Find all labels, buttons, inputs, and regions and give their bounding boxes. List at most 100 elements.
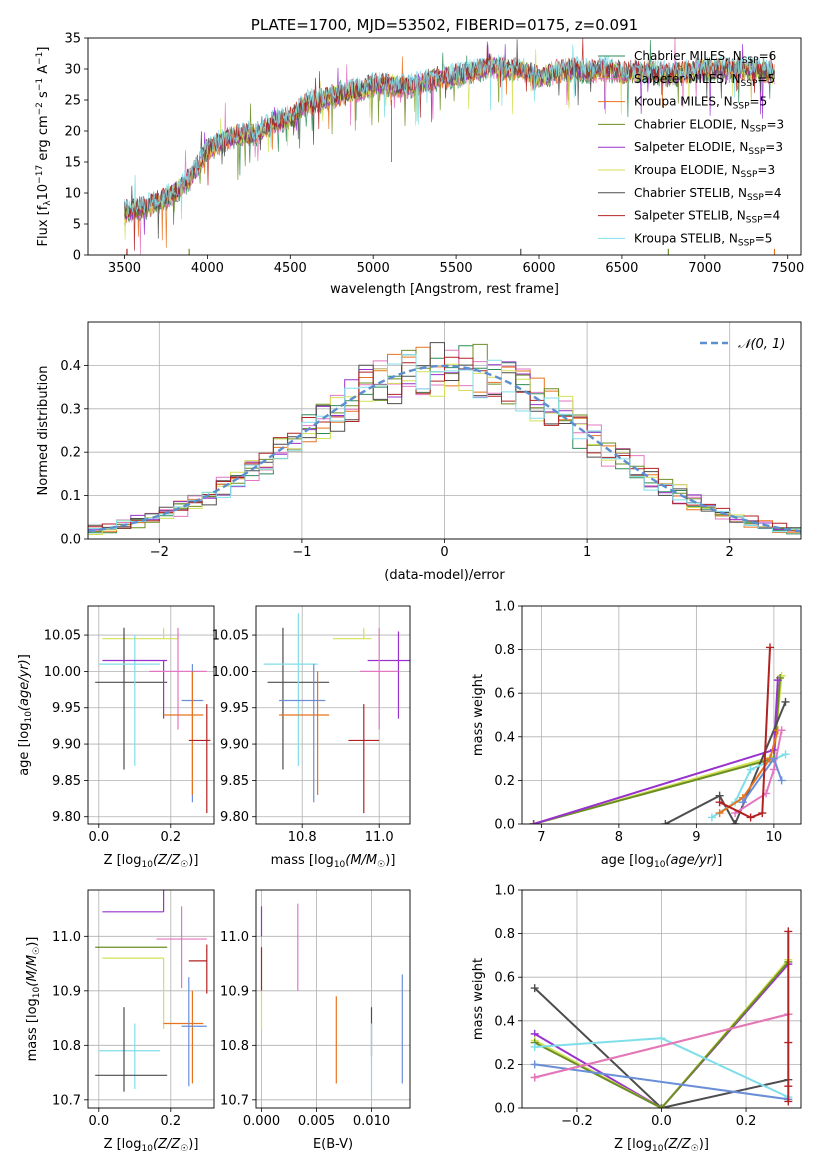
weight-marker	[731, 820, 740, 824]
axes-frame: 0.0 0.2 10.7 10.8 10.9 11.0 Z [log10(Z/Z☉)] mas…	[25, 889, 215, 1154]
plot-area	[95, 890, 208, 1092]
x-tick-label: 2	[726, 545, 734, 560]
plot-area	[263, 613, 410, 814]
weight-marker	[530, 1042, 539, 1051]
y-tick-label: 10.00	[44, 665, 81, 680]
y-tick-label: 9.90	[220, 738, 249, 753]
weight-marker	[746, 813, 755, 822]
axes-frame: 10.8 11.0 9.80 9.85 9.90 9.95 10.00 10.05 mass […	[212, 605, 411, 870]
y-tick-label: 0.2	[494, 1058, 515, 1073]
panel-mass_vs_Z: 0.0 0.2 10.7 10.8 10.9 11.0 Z [log10(Z/Z☉)] mas…	[25, 889, 215, 1154]
y-tick-label: 10.8	[52, 1039, 81, 1054]
y-tick-label: 0.6	[494, 971, 515, 986]
x-tick-label: 4500	[274, 261, 307, 276]
weight-series-line	[534, 961, 790, 1108]
panel-weight_vs_age: 7 8 9 10 0.0 0.2 0.4 0.6 0.8 1.0 mass weight age [l…	[471, 600, 802, 870]
legend-label: Salpeter MILES, NSSP=5	[634, 72, 775, 89]
legend-label: 𝒩(0, 1)	[738, 337, 785, 352]
weight-marker	[657, 1104, 666, 1108]
x-tick-label: 7000	[688, 261, 721, 276]
frame	[255, 605, 411, 825]
y-tick-label: 0	[73, 249, 81, 264]
y-tick-label: 10.7	[220, 1093, 249, 1108]
axes-frame: 0.0 0.2 9.80 9.85 9.90 9.95 10.00 10.05 Z [log10…	[17, 605, 215, 870]
panel-mass_vs_ebv: 0.000 0.005 0.010 10.7 10.8 10.9 11.0 E(B-V)	[220, 889, 411, 1152]
weight-series-line	[534, 1063, 789, 1101]
x-axis-label: (data-model)/error	[384, 568, 505, 583]
x-axis-label: Z [log10(Z/Z☉)]	[614, 1137, 709, 1154]
frame	[87, 605, 215, 825]
y-tick-label: 1.0	[494, 884, 515, 899]
spectrum-series-line	[124, 44, 775, 220]
x-tick-label: 4000	[191, 261, 224, 276]
plot-area	[88, 342, 801, 538]
y-tick-label: 0.4	[494, 730, 515, 745]
panel-age_vs_Z: 0.0 0.2 9.80 9.85 9.90 9.95 10.00 10.05 Z [log10…	[17, 605, 215, 870]
x-tick-label: 6000	[522, 261, 555, 276]
plot-area	[530, 927, 793, 1108]
y-axis-label: age [log10(age/yr)]	[17, 654, 34, 776]
panel-spectrum: 3500 4000 4500 5000 5500 6000 6500 7000 7500 0 5 10…	[35, 16, 804, 297]
x-axis-label: age [log10(age/yr)]	[601, 853, 723, 870]
histogram-series	[88, 354, 801, 536]
y-tick-label: 9.80	[220, 810, 249, 825]
y-tick-label: 30	[64, 63, 81, 78]
weight-marker	[657, 1034, 666, 1043]
y-tick-label: 10.7	[52, 1093, 81, 1108]
y-tick-label: 10.05	[44, 629, 81, 644]
y-tick-label: 10.9	[220, 984, 249, 999]
weight-marker	[766, 643, 774, 652]
weight-series-line	[664, 701, 787, 824]
weight-marker	[758, 809, 767, 818]
y-tick-label: 15	[64, 156, 81, 171]
x-tick-label: −2	[150, 545, 169, 560]
y-tick-label: 11.0	[52, 930, 81, 945]
weight-marker	[530, 984, 539, 993]
y-tick-label: 20	[64, 125, 81, 140]
weight-marker	[784, 1082, 793, 1091]
y-axis-label: mass weight	[471, 674, 486, 756]
y-tick-label: 0.2	[60, 446, 81, 461]
y-tick-label: 11.0	[220, 930, 249, 945]
legend-label: Kroupa ELODIE, NSSP=3	[634, 163, 775, 180]
x-tick-label: 7500	[771, 261, 804, 276]
panel-residuals: −2 −1 0 1 2 0.0 0.1 0.2 0.3 0.4 (data-model)/error…	[36, 321, 802, 583]
x-tick-label: −1	[292, 545, 311, 560]
frame	[87, 37, 802, 256]
x-axis-label: Z [log10(Z/Z☉)]	[104, 1137, 199, 1154]
x-tick-label: 0.0	[651, 1114, 672, 1129]
weight-series-line	[534, 987, 789, 1108]
axes-frame: 3500 4000 4500 5000 5500 6000 6500 7000 7500 0 5 10…	[35, 16, 804, 297]
x-tick-label: 0.0	[88, 1114, 109, 1129]
weight-marker	[530, 1073, 539, 1082]
y-tick-label: 0.4	[60, 359, 81, 374]
y-tick-label: 1.0	[494, 600, 515, 615]
x-tick-label: 0.005	[298, 1114, 335, 1129]
panel-age_vs_mass: 10.8 11.0 9.80 9.85 9.90 9.95 10.00 10.05 mass […	[212, 605, 411, 870]
weight-series-line	[534, 1013, 789, 1079]
x-tick-label: 0.2	[160, 1114, 181, 1129]
x-tick-label: 3500	[108, 261, 141, 276]
legend-label: Salpeter ELODIE, NSSP=3	[634, 140, 783, 157]
x-tick-label: 10	[766, 830, 783, 845]
y-tick-label: 9.95	[52, 701, 81, 716]
weight-series-line	[734, 730, 783, 814]
weight-marker	[661, 820, 670, 824]
y-tick-label: 9.85	[52, 774, 81, 789]
y-tick-label: 9.90	[52, 738, 81, 753]
x-tick-label: 11.0	[365, 830, 394, 845]
y-axis-label: Flux [fλ10−17 erg cm−2 s−1 A−1]	[35, 47, 53, 247]
x-tick-label: 7	[537, 830, 545, 845]
weight-marker	[715, 798, 724, 807]
legend-label: Chabrier ELODIE, NSSP=3	[634, 117, 784, 134]
y-axis-label: mass weight	[471, 958, 486, 1040]
legend-label: Salpeter STELIB, NSSP=4	[634, 209, 780, 226]
y-axis-label: Normed distribution	[36, 366, 51, 496]
axes-frame: −2 −1 0 1 2 0.0 0.1 0.2 0.3 0.4 (data-model)/error…	[36, 321, 802, 583]
y-tick-label: 10	[64, 187, 81, 202]
y-tick-label: 0.3	[60, 402, 81, 417]
legend-label: Kroupa STELIB, NSSP=5	[634, 231, 772, 248]
y-tick-label: 0.6	[494, 687, 515, 702]
y-tick-label: 0.2	[494, 774, 515, 789]
x-axis-label: Z [log10(Z/Z☉)]	[104, 853, 199, 870]
